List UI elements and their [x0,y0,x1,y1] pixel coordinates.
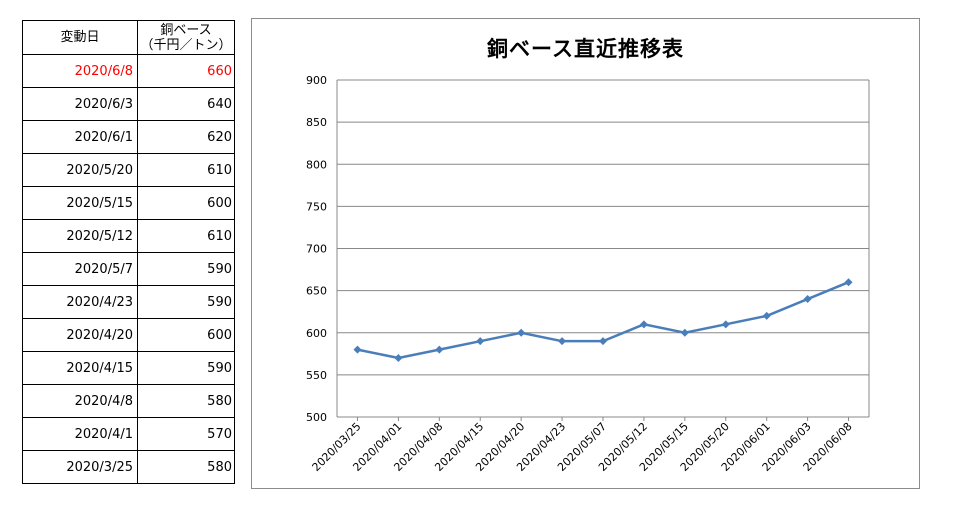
data-point [517,328,526,337]
table-row: 2020/4/1 570 [22,417,235,451]
line-chart: 5005506006507007508008509002020/03/25202… [306,74,870,474]
data-point [721,320,730,329]
date-cell: 2020/4/23 [22,285,138,319]
date-cell: 2020/6/3 [22,87,138,121]
table-row: 2020/5/12 610 [22,219,235,253]
table-row: 2020/6/8 660 [22,54,235,88]
table-row: 2020/5/20 610 [22,153,235,187]
data-point [599,337,607,346]
table-row: 2020/6/3 640 [22,87,235,121]
value-cell: 590 [137,351,235,385]
table-row: 2020/3/25 580 [22,450,235,484]
table-header-row: 変動日 銅ベース （千円／トン） [22,20,235,55]
y-tick-label: 800 [306,158,327,171]
value-cell: 620 [137,120,235,154]
y-tick-label: 600 [306,327,327,340]
y-tick-label: 500 [306,411,327,424]
value-cell: 590 [137,285,235,319]
data-point [844,278,853,287]
data-point [353,345,362,354]
value-cell: 610 [137,153,235,187]
date-cell: 2020/5/12 [22,219,138,253]
table-row: 2020/4/23 590 [22,285,235,319]
table-row: 2020/4/8 580 [22,384,235,418]
date-cell: 2020/4/8 [22,384,138,418]
y-tick-label: 650 [306,285,327,298]
data-point [476,337,485,346]
value-cell: 600 [137,186,235,220]
chart-area: 銅ベース直近推移表 500 550 600 650 700 750 800 850 900 202… [251,18,920,489]
table-row: 2020/6/1 620 [22,120,235,154]
date-cell: 2020/4/15 [22,351,138,385]
value-cell: 580 [137,384,235,418]
date-cell: 2020/6/1 [22,120,138,154]
table-body: 2020/6/8 660 2020/6/3 640 2020/6/1 620 2020/5/… [22,54,235,484]
copper-base-table: 変動日 銅ベース （千円／トン） 2020/6/8 660 2020/6/3 640 2… [22,20,235,484]
data-point [680,328,689,337]
y-tick-label: 750 [306,200,327,213]
date-column-header: 変動日 [22,20,138,55]
value-cell: 600 [137,318,235,352]
y-tick-label: 850 [306,116,327,129]
date-cell: 2020/3/25 [22,450,138,484]
value-cell: 570 [137,417,235,451]
date-cell: 2020/5/15 [22,186,138,220]
value-cell: 610 [137,219,235,253]
data-point [394,354,403,363]
date-cell: 2020/5/20 [22,153,138,187]
value-cell: 660 [137,54,235,88]
data-point [803,295,812,304]
table-row: 2020/5/7 590 [22,252,235,286]
value-cell: 640 [137,87,235,121]
chart-title: 銅ベース直近推移表 [487,37,684,61]
date-cell: 2020/6/8 [22,54,138,88]
data-point [639,320,648,329]
y-tick-label: 550 [306,369,327,382]
data-point [558,337,567,346]
series-line [357,281,850,360]
value-cell: 580 [137,450,235,484]
date-cell: 2020/5/7 [22,252,138,286]
value-header-line1: 銅ベース [160,22,212,38]
table-row: 2020/4/15 590 [22,351,235,385]
data-point [762,311,771,320]
y-tick-label: 700 [306,243,327,256]
date-cell: 2020/4/1 [22,417,138,451]
y-tick-label: 900 [306,74,327,87]
date-cell: 2020/4/20 [22,318,138,352]
table-row: 2020/4/20 600 [22,318,235,352]
value-header-line2: （千円／トン） [140,37,232,53]
table-row: 2020/5/15 600 [22,186,235,220]
value-column-header: 銅ベース （千円／トン） [137,20,235,55]
data-point [435,345,444,354]
value-cell: 590 [137,252,235,286]
